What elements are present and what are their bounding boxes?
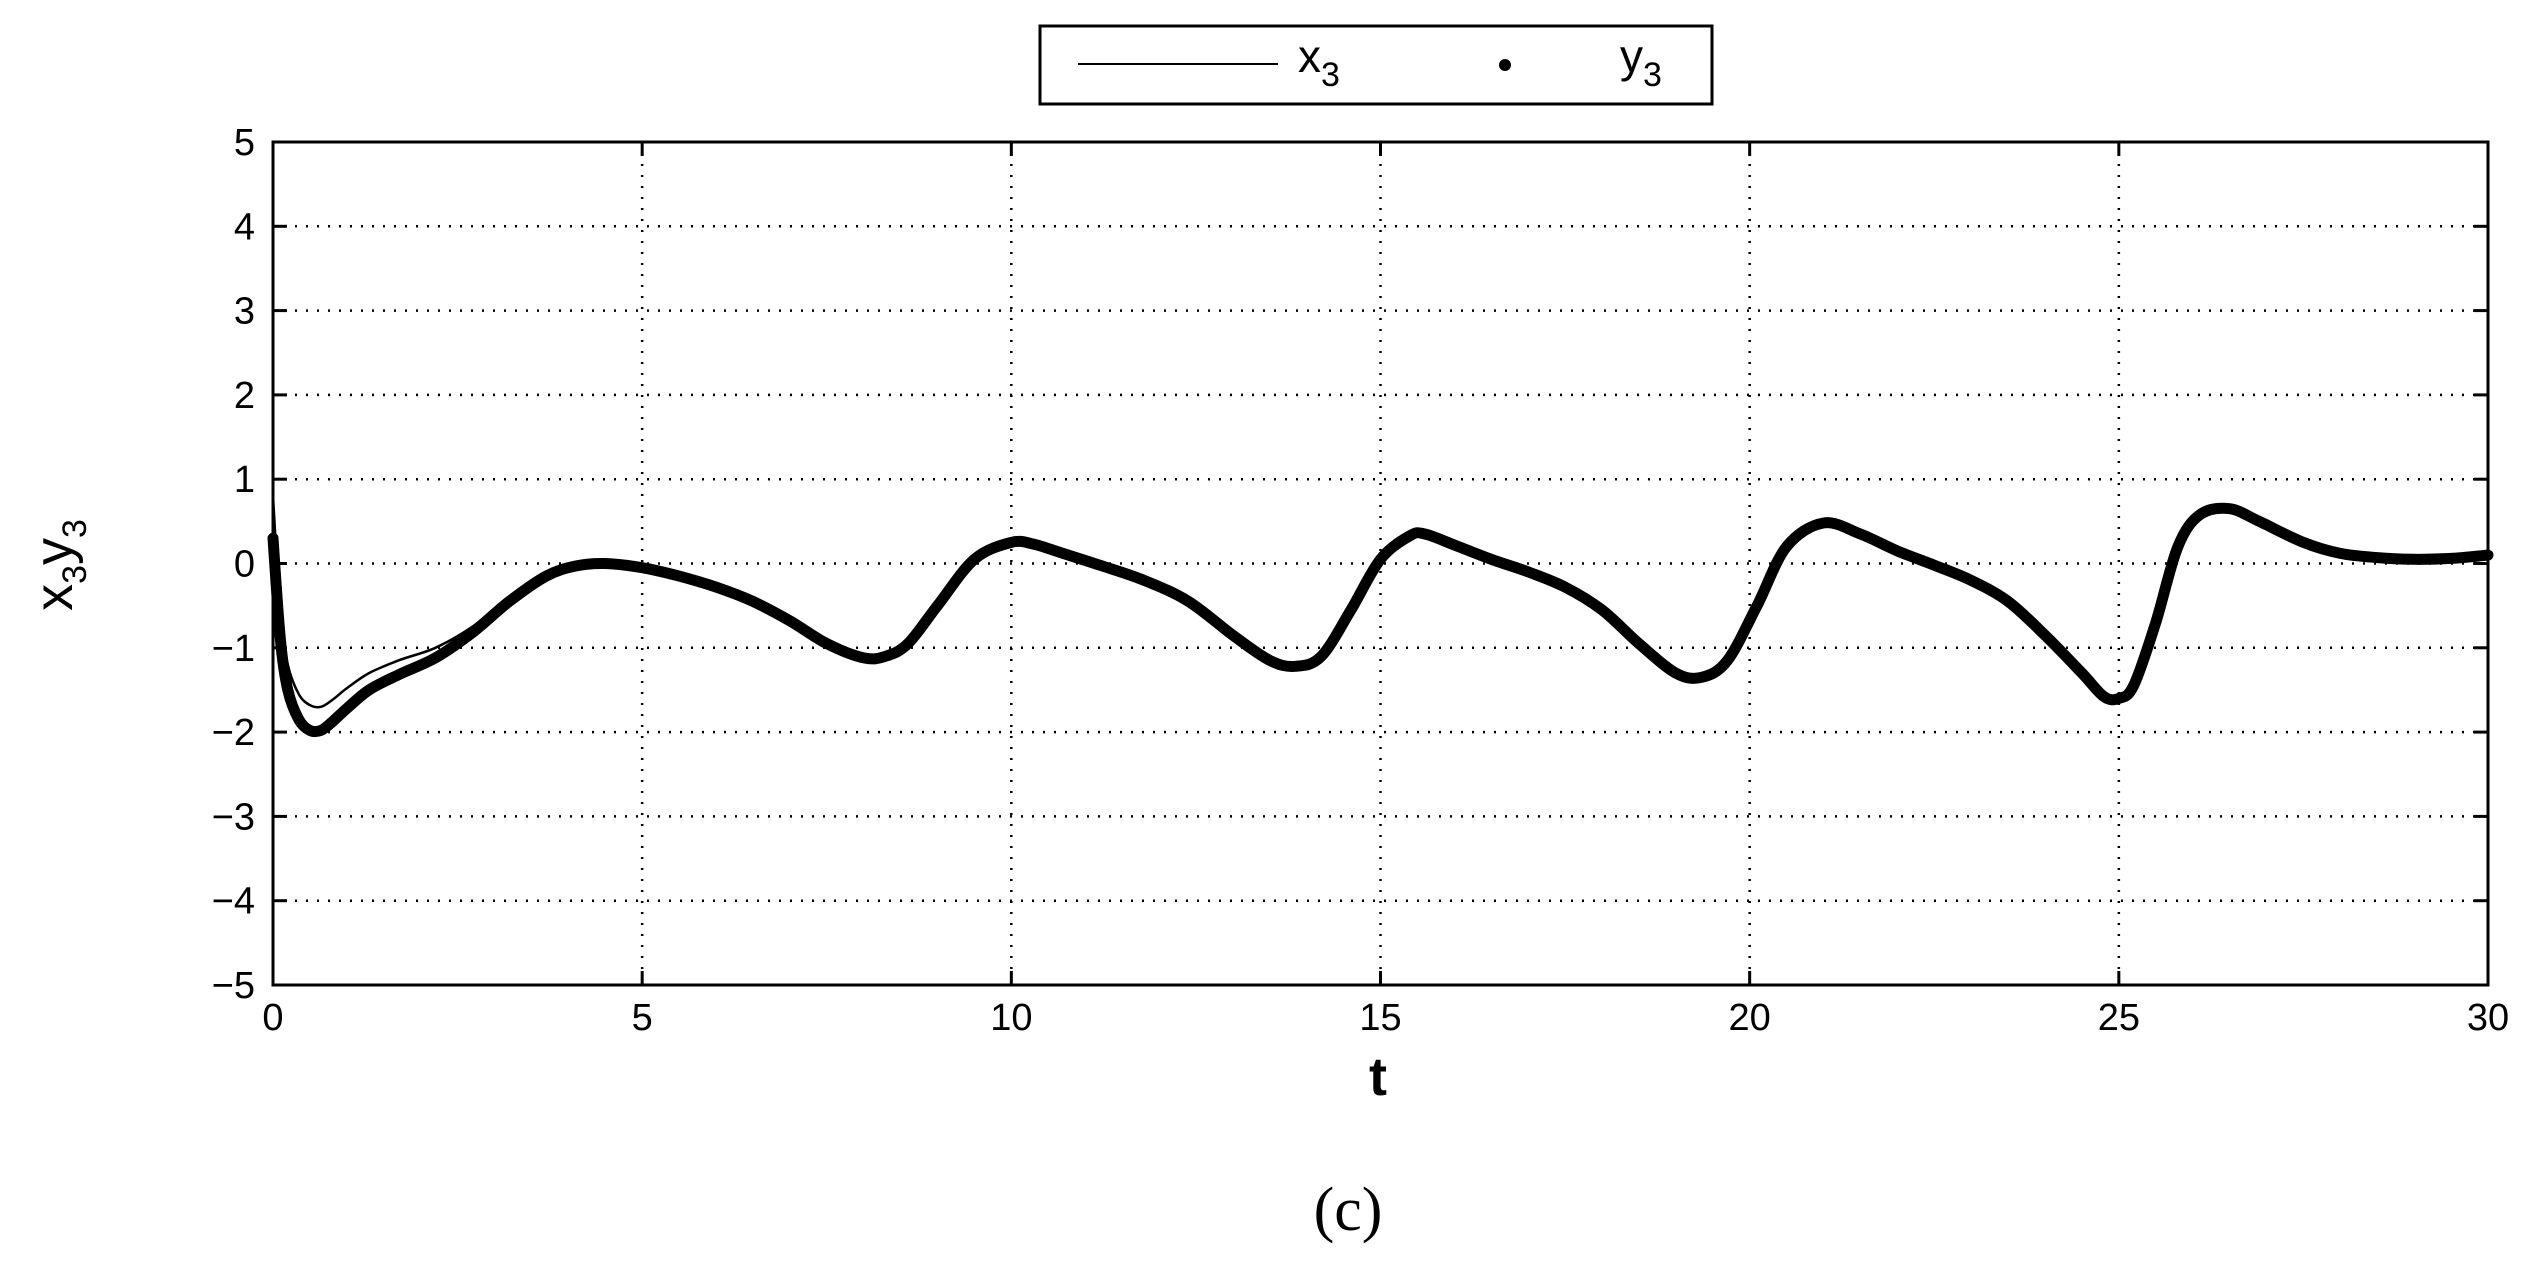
y-tick-label: 0 xyxy=(234,544,255,586)
legend-dot-swatch xyxy=(1499,59,1511,71)
series-x3 xyxy=(271,496,2489,709)
y-axis-label: x3y3 xyxy=(24,519,94,611)
figure-caption: (c) xyxy=(1314,1176,1383,1244)
legend: x3 y3 xyxy=(1038,24,1714,106)
y-tick-label: 2 xyxy=(234,375,255,417)
legend-label-x3: x3 xyxy=(1298,30,1340,94)
series-layer xyxy=(267,496,2494,738)
y-tick-label: 5 xyxy=(234,122,255,164)
y-tick-label: −3 xyxy=(212,796,255,838)
legend-label-y3: y3 xyxy=(1620,30,1662,94)
x-tick-label: 5 xyxy=(632,997,653,1039)
y-tick-label: 3 xyxy=(234,291,255,333)
y-tick-label: −4 xyxy=(212,881,255,923)
x-axis-label: t xyxy=(1369,1047,1387,1107)
y-tick-label: −2 xyxy=(212,712,255,754)
x-tick-label: 15 xyxy=(1359,997,1401,1039)
tick-marks xyxy=(271,140,2490,987)
x-tick-label: 0 xyxy=(262,997,283,1039)
y-tick-label: −5 xyxy=(212,965,255,1007)
y-tick-label: 1 xyxy=(234,459,255,501)
x-tick-label: 25 xyxy=(2098,997,2140,1039)
x-tick-label: 10 xyxy=(990,997,1032,1039)
y-tick-label: 4 xyxy=(234,206,255,248)
x-tick-label: 20 xyxy=(1729,997,1771,1039)
y-tick-label: −1 xyxy=(212,628,255,670)
x-tick-label: 30 xyxy=(2467,997,2509,1039)
